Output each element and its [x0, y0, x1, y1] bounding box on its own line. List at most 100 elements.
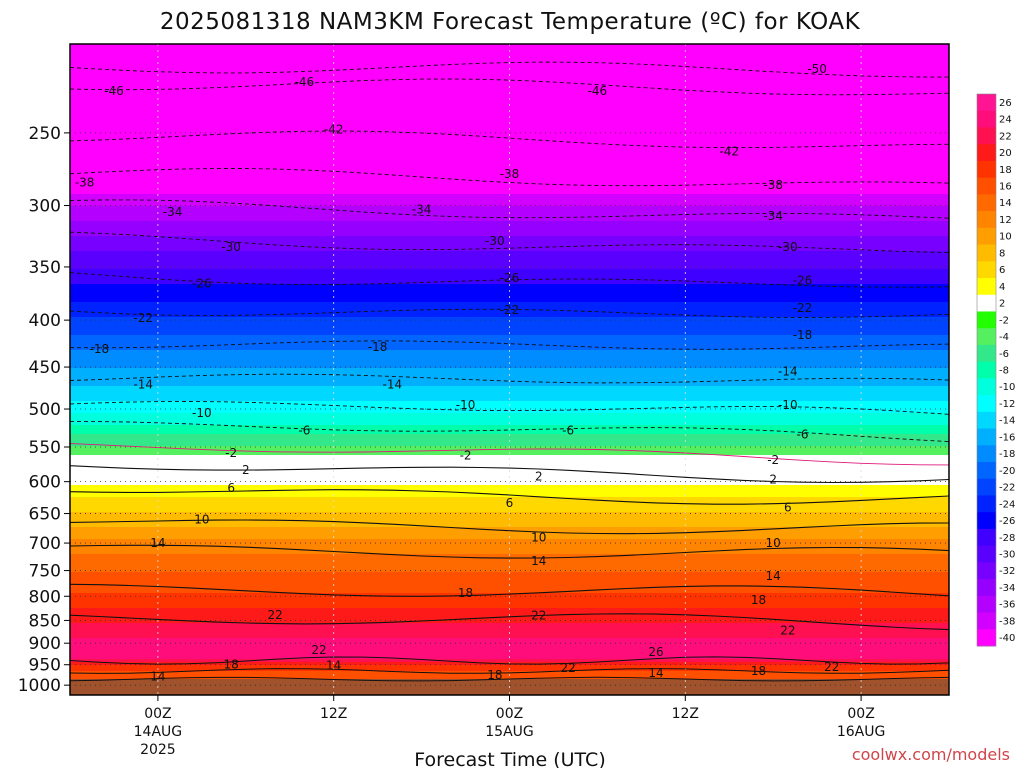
- contour-label: 6: [506, 496, 514, 510]
- contour-label: -6: [298, 424, 310, 438]
- colorbar-label: -10: [999, 382, 1015, 393]
- y-tick-label: 850: [29, 611, 61, 631]
- colorbar-swatch: [977, 579, 996, 597]
- temperature-band: [70, 386, 949, 404]
- contour-label: -26: [192, 277, 212, 291]
- colorbar-label: 18: [999, 165, 1012, 176]
- x-tick-label: 00Z: [144, 706, 171, 722]
- colorbar-swatch: [977, 144, 996, 162]
- colorbar-label: -18: [999, 449, 1015, 460]
- contour-label: 22: [560, 661, 575, 675]
- contour-label: -34: [412, 202, 432, 216]
- colorbar-swatch: [977, 328, 996, 346]
- y-tick-label: 1000: [18, 676, 61, 696]
- colorbar-swatch: [977, 261, 996, 279]
- colorbar-swatch: [977, 361, 996, 379]
- colorbar-swatch: [977, 462, 996, 480]
- contour-label: -18: [89, 342, 109, 356]
- contour-label: -34: [763, 209, 783, 223]
- colorbar-label: -14: [999, 416, 1015, 427]
- y-tick-label: 450: [29, 358, 61, 378]
- temperature-band: [70, 206, 949, 224]
- colorbar-label: 4: [999, 282, 1005, 293]
- colorbar-label: -4: [999, 332, 1009, 343]
- contour-label: 6: [784, 500, 792, 514]
- isotherm-line: [70, 489, 949, 505]
- colorbar-frame: [976, 93, 997, 647]
- contour-label: -10: [192, 406, 212, 420]
- contour-label: 18: [751, 664, 766, 678]
- y-tick-label: 600: [29, 473, 61, 493]
- contour-label: -10: [778, 398, 798, 412]
- colorbar-swatch: [977, 411, 996, 430]
- colorbar-swatch: [977, 94, 996, 112]
- colorbar-swatch: [977, 595, 996, 614]
- colorbar-swatch: [977, 194, 996, 212]
- colorbar-swatch: [977, 478, 996, 496]
- x-tick-label: 2025: [140, 742, 176, 758]
- temperature-bands: [70, 44, 949, 695]
- x-tick-label: 00Z: [496, 706, 523, 722]
- colorbar-swatch: [977, 344, 996, 363]
- isotherm-line: [70, 465, 949, 484]
- colorbar-label: -8: [999, 366, 1009, 377]
- x-axis-label: Forecast Time (UTC): [414, 749, 605, 768]
- contour-label: 18: [458, 586, 473, 600]
- colorbar-label: 2: [999, 299, 1005, 310]
- colorbar-label: 12: [999, 215, 1012, 226]
- contour-label: -18: [368, 340, 388, 354]
- contour-label: 14: [326, 659, 341, 673]
- grid-lines: [70, 44, 949, 695]
- colorbar-label: -32: [999, 566, 1015, 577]
- colorbar-label: -34: [999, 583, 1015, 594]
- temperature-band: [70, 368, 949, 389]
- contour-label: 10: [531, 530, 546, 544]
- contour-label: -2: [460, 449, 472, 463]
- contour-label: 2: [535, 469, 543, 483]
- colorbar-swatch: [977, 311, 996, 329]
- colorbar-label: -12: [999, 399, 1015, 410]
- colorbar-label: 24: [999, 115, 1012, 126]
- contour-label: 22: [824, 660, 839, 674]
- contour-label: 22: [267, 608, 282, 622]
- contour-label: -22: [793, 301, 813, 315]
- y-tick-label: 350: [29, 258, 61, 278]
- contour-label: -46: [588, 84, 608, 98]
- colorbar-label: 16: [999, 182, 1012, 193]
- y-tick-label: 800: [29, 587, 61, 607]
- credit-text: coolwx.com/models: [852, 745, 1010, 764]
- contour-label: -38: [75, 175, 95, 189]
- isotherm-line: [70, 668, 949, 674]
- y-tick-label: 500: [29, 400, 61, 420]
- y-tick-label: 250: [29, 124, 61, 144]
- contour-label: 14: [531, 554, 546, 568]
- y-tick-label: 950: [29, 656, 61, 676]
- y-tick-label: 400: [29, 311, 61, 331]
- temperature-band: [70, 302, 949, 320]
- colorbar-swatch: [977, 528, 996, 547]
- colorbar-swatch: [977, 244, 996, 262]
- colorbar-label: 8: [999, 248, 1005, 259]
- colorbar-label: 10: [999, 232, 1012, 243]
- colorbar-swatch: [977, 177, 996, 195]
- temperature-band: [70, 284, 949, 305]
- y-tick-label: 700: [29, 534, 61, 554]
- temperature-band: [70, 485, 949, 500]
- contour-label: -26: [500, 271, 520, 285]
- isotherm-line: [70, 443, 949, 466]
- colorbar-label: -36: [999, 600, 1015, 611]
- colorbar-swatch: [977, 512, 996, 530]
- contour-label: -2: [767, 453, 779, 467]
- x-tick-label: 14AUG: [134, 724, 183, 740]
- y-tick-label: 900: [29, 634, 61, 654]
- contour-label: 22: [311, 643, 326, 657]
- contour-label: 2: [769, 473, 777, 487]
- contour-label: -6: [797, 427, 809, 441]
- contour-label: -30: [778, 240, 798, 254]
- colorbar-swatch: [977, 227, 996, 246]
- colorbar-swatch: [977, 110, 996, 128]
- colorbar-label: -2: [999, 315, 1009, 326]
- temperature-band: [70, 413, 949, 428]
- contour-label: 14: [150, 536, 165, 550]
